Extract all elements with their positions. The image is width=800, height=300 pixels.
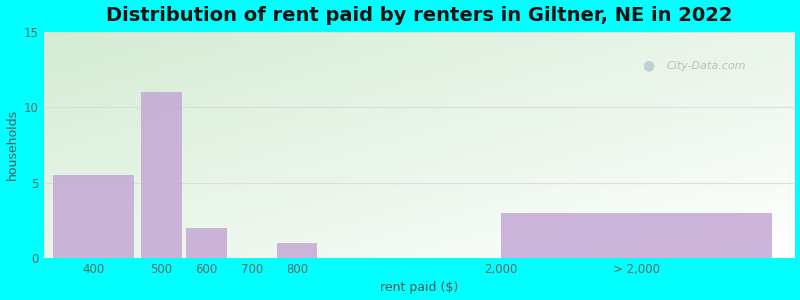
Y-axis label: households: households bbox=[6, 109, 18, 180]
Bar bbox=[141, 92, 182, 258]
Title: Distribution of rent paid by renters in Giltner, NE in 2022: Distribution of rent paid by renters in … bbox=[106, 6, 732, 25]
X-axis label: rent paid ($): rent paid ($) bbox=[380, 281, 458, 294]
Bar bbox=[277, 243, 318, 258]
Text: City-Data.com: City-Data.com bbox=[667, 61, 746, 70]
Bar bbox=[53, 175, 134, 258]
Bar bbox=[501, 213, 772, 258]
Text: ●: ● bbox=[642, 58, 654, 73]
Bar bbox=[186, 228, 227, 258]
